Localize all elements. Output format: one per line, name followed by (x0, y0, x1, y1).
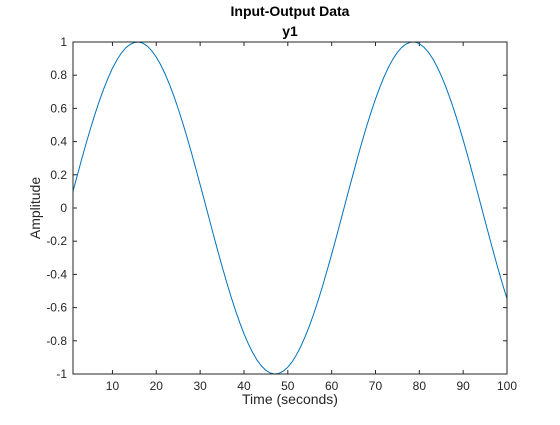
x-tick-label: 20 (150, 379, 164, 393)
y-tick-label: 0.4 (50, 135, 67, 149)
y-tick-label: 0 (60, 201, 67, 215)
x-tick-labels: 10 20 30 40 50 60 70 80 90 100 (106, 379, 518, 393)
x-tick-label: 10 (106, 379, 120, 393)
y-tick-label: 1 (60, 35, 67, 49)
x-tick-label: 60 (325, 379, 339, 393)
x-tick-label: 90 (456, 379, 470, 393)
y-tick-label: -0.8 (46, 334, 67, 348)
y-tick-label: -0.4 (46, 267, 67, 281)
y-tick-label: 0.6 (50, 101, 67, 115)
chart-subtitle: y1 (282, 23, 298, 39)
plot-background (73, 42, 507, 374)
x-tick-label: 40 (237, 379, 251, 393)
x-tick-label: 50 (281, 379, 295, 393)
series-line-1 (72, 41, 508, 375)
axes-box (72, 41, 508, 375)
x-tick-label: 80 (413, 379, 427, 393)
y-tick-label: 0.2 (50, 168, 67, 182)
tick-marks (73, 41, 508, 375)
series-layer (72, 41, 508, 375)
y-tick-label: -0.2 (46, 234, 67, 248)
y-tick-label: 0.8 (50, 68, 67, 82)
x-axis-label: Time (seconds) (242, 391, 338, 407)
y-tick-labels: -1 -0.8 -0.6 -0.4 -0.2 0 0.2 0.4 0.6 0.8 1 (46, 35, 67, 381)
x-tick-label: 70 (369, 379, 383, 393)
y-axis-label: Amplitude (27, 177, 43, 239)
chart-title: Input-Output Data (231, 3, 350, 19)
y-tick-label: -0.6 (46, 301, 67, 315)
x-tick-label: 30 (193, 379, 207, 393)
x-tick-label: 100 (497, 379, 517, 393)
y-tick-label: -1 (56, 367, 67, 381)
